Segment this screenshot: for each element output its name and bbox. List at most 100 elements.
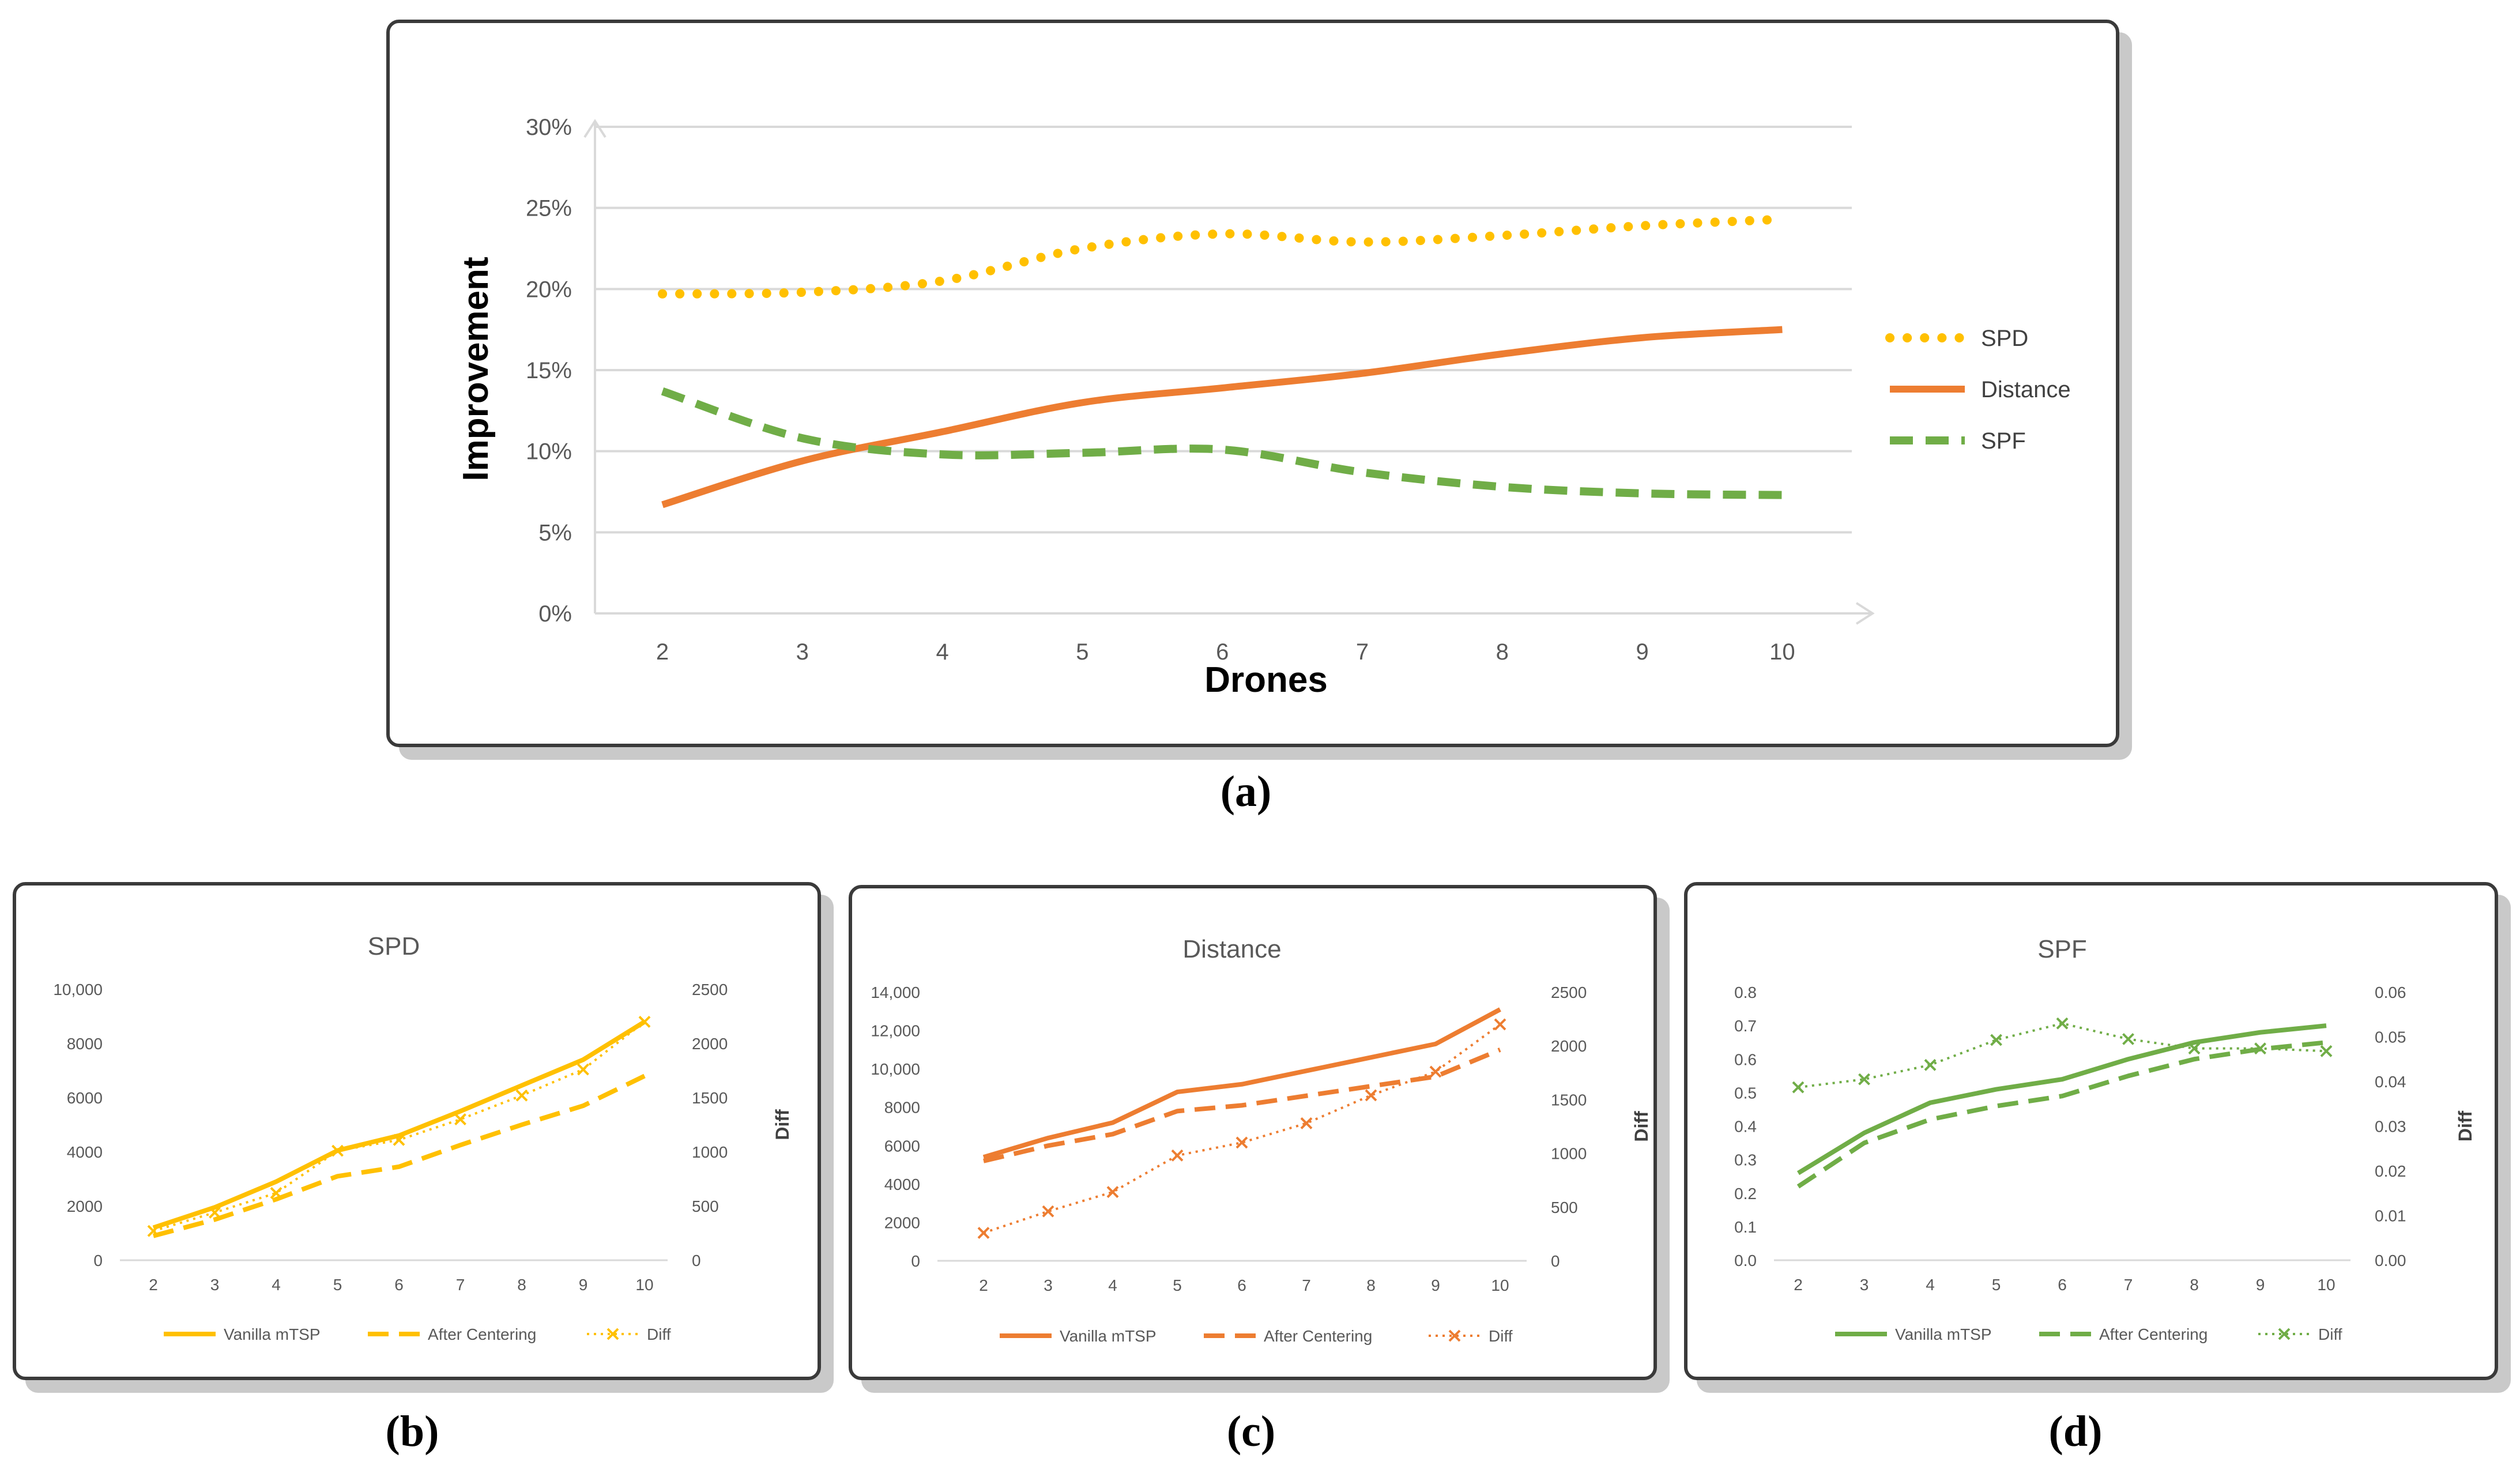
x-tick-label: 10	[1769, 639, 1795, 665]
diff-marker-6	[1235, 1136, 1248, 1149]
y-tick-label: 6000	[67, 1089, 103, 1107]
y2-tick-label: 0.03	[2375, 1118, 2406, 1136]
x-tick-label: 3	[210, 1276, 220, 1294]
data-point-spd-6	[1222, 233, 1223, 235]
y2-tick-label: 500	[1551, 1199, 1578, 1216]
x-tick-label: 6	[394, 1276, 404, 1294]
y-tick-label: 8000	[67, 1035, 103, 1053]
y-tick-label: 4000	[884, 1175, 920, 1193]
y-tick-label: 6000	[884, 1137, 920, 1155]
legend-marker-diff	[607, 1328, 619, 1340]
x-tick-label: 10	[2317, 1276, 2335, 1294]
diff-marker-5	[1990, 1034, 2002, 1046]
chart-panel-c: Distance 0 2000 4000 6000 8000 10,000 12,000 14,…	[849, 885, 1657, 1380]
chart-panel-b: SPD 0 2000 4000 6000 8000 10,000 0 500 1000 1500 20…	[13, 882, 821, 1380]
y2-tick-label: 2500	[692, 981, 728, 998]
series-line-diff	[983, 1023, 1501, 1234]
x-tick-label: 7	[2124, 1276, 2133, 1294]
diff-marker-8	[1365, 1089, 1377, 1102]
x-tick-label: 5	[333, 1276, 342, 1294]
diff-marker-2	[977, 1227, 990, 1239]
series-line-after-centering	[983, 1047, 1501, 1163]
legend-label: After Centering	[1264, 1327, 1372, 1345]
x-tick-label: 3	[796, 639, 809, 665]
y-tick-label: 15%	[526, 358, 572, 383]
y-tick-label: 12,000	[871, 1022, 920, 1040]
x-tick-label: 8	[1496, 639, 1509, 665]
diff-marker-3	[1858, 1073, 1870, 1086]
y2-tick-label: 500	[692, 1197, 719, 1215]
x-tick-label: 9	[579, 1276, 588, 1294]
x-tick-label: 9	[1636, 639, 1648, 665]
x-tick-label: 5	[1992, 1276, 2001, 1294]
diff-marker-9	[577, 1063, 589, 1076]
y2-tick-label: 1500	[1551, 1091, 1587, 1109]
y-tick-label: 0	[911, 1252, 920, 1270]
y2-tick-label: 1000	[1551, 1145, 1587, 1163]
y-tick-label: 2000	[67, 1197, 103, 1215]
legend-label: Diff	[1489, 1327, 1513, 1345]
x-tick-label: 5	[1173, 1276, 1182, 1294]
y-tick-label: 0.7	[1734, 1017, 1757, 1035]
x-tick-label: 4	[1926, 1276, 1935, 1294]
legend-label: After Centering	[2099, 1325, 2208, 1343]
diff-marker-7	[1300, 1117, 1313, 1129]
data-point-spd-10	[1781, 218, 1783, 220]
data-point-spf-8	[1502, 487, 1503, 488]
diff-marker-10	[638, 1015, 651, 1028]
y2-tick-label: 0.00	[2375, 1252, 2406, 1269]
diff-marker-3	[209, 1206, 221, 1219]
y-tick-label: 0.6	[1734, 1050, 1757, 1068]
y2-tick-label: 1000	[692, 1143, 728, 1161]
y2-axis-title: Diff	[2455, 1111, 2476, 1142]
diff-marker-2	[147, 1224, 160, 1237]
y-tick-label: 0.2	[1734, 1185, 1757, 1203]
series-line-distance	[661, 326, 1783, 508]
x-tick-label: 3	[1044, 1276, 1053, 1294]
y-tick-label: 0.0	[1734, 1252, 1757, 1269]
x-tick-label: 10	[635, 1276, 653, 1294]
y-tick-label: 0	[93, 1252, 103, 1269]
x-tick-label: 2	[149, 1276, 158, 1294]
y-tick-label: 10,000	[53, 981, 103, 998]
legend-label: After Centering	[428, 1325, 536, 1343]
chart-title: SPF	[2037, 935, 2087, 963]
series-line-after-centering	[152, 1073, 646, 1238]
diff-marker-5	[1171, 1149, 1184, 1162]
x-tick-label: 4	[936, 639, 948, 665]
x-tick-label: 8	[517, 1276, 526, 1294]
y-tick-label: 20%	[526, 277, 572, 302]
y-tick-label: 0%	[538, 601, 572, 627]
caption-b: (b)	[385, 1407, 439, 1456]
diff-marker-10	[1494, 1018, 1506, 1031]
diff-marker-4	[270, 1187, 282, 1199]
y2-tick-label: 1500	[692, 1089, 728, 1107]
x-tick-label: 7	[1302, 1276, 1311, 1294]
y-axis-title: Improvement	[456, 257, 496, 481]
y2-tick-label: 2000	[692, 1035, 728, 1053]
data-point-spf-10	[1781, 495, 1783, 496]
legend-label: Diff	[2318, 1325, 2342, 1343]
caption-a: (a)	[1220, 767, 1272, 816]
y2-tick-label: 2000	[1551, 1037, 1587, 1055]
diff-marker-6	[2056, 1017, 2069, 1030]
y-tick-label: 30%	[526, 115, 572, 140]
y2-tick-label: 0.04	[2375, 1073, 2406, 1091]
legend-label: Diff	[647, 1325, 671, 1343]
x-tick-label: 9	[2256, 1276, 2265, 1294]
y-tick-label: 2000	[884, 1214, 920, 1231]
diff-marker-10	[2320, 1045, 2333, 1057]
data-point-spd-5	[1082, 248, 1083, 249]
series-line-diff	[1798, 1022, 2327, 1089]
series-line-spf	[661, 387, 1783, 499]
y-tick-label: 0.3	[1734, 1151, 1757, 1169]
legend-label: Distance	[1981, 377, 2071, 402]
x-tick-label: 7	[1356, 639, 1369, 665]
series-line-vanilla-mtsp	[152, 1019, 646, 1230]
chart-b-svg: SPD 0 2000 4000 6000 8000 10,000 0 500 1000 1500 20…	[53, 932, 793, 1343]
chart-d-svg: SPF 0.0 0.1 0.2 0.3 0.4 0.5 0.6 0.7 0.8 0.00 0.01 0.…	[1734, 935, 2476, 1343]
series-line-diff	[153, 1020, 646, 1233]
diff-marker-4	[1924, 1058, 1937, 1071]
series-line-after-centering	[1796, 1040, 2327, 1189]
y-tick-label: 0.8	[1734, 984, 1757, 1001]
